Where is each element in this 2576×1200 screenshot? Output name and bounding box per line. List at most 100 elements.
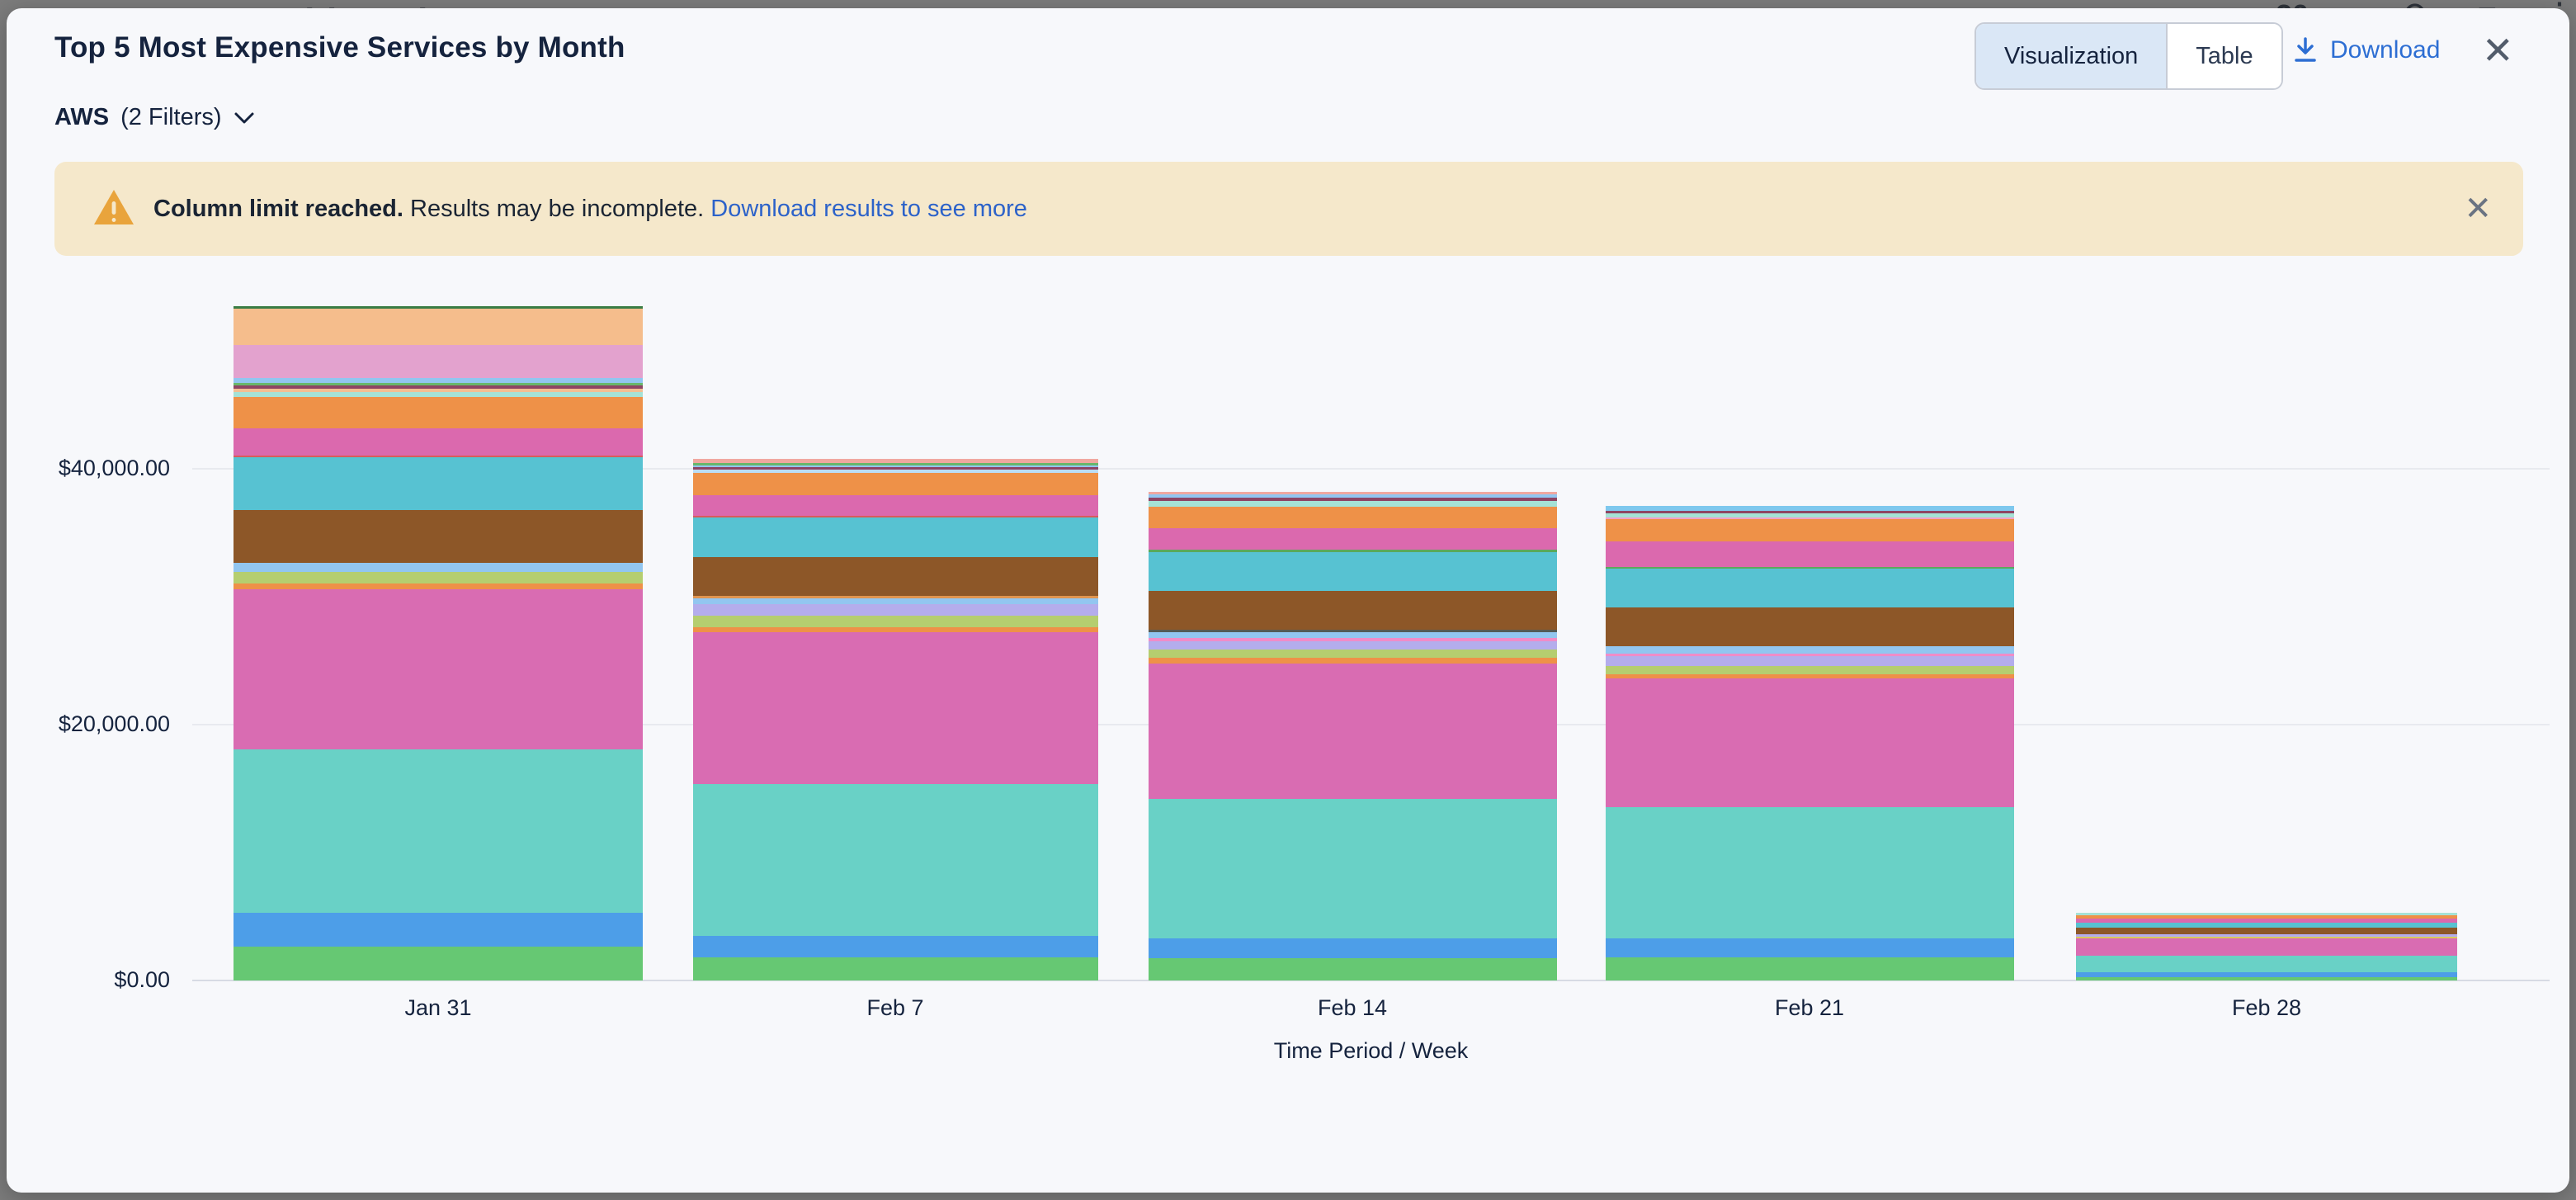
warning-banner: Column limit reached. Results may be inc… <box>54 162 2523 256</box>
bar-segment[interactable] <box>692 467 1098 470</box>
bar-segment[interactable] <box>692 631 1098 784</box>
bar-segment[interactable] <box>2076 915 2457 919</box>
bar-segment[interactable] <box>1605 506 2014 512</box>
bar-segment[interactable] <box>1148 591 1557 631</box>
bar-segment[interactable] <box>692 783 1098 936</box>
bar-segment[interactable] <box>692 470 1098 474</box>
bar-segment[interactable] <box>2076 919 2457 924</box>
bar-segment[interactable] <box>1148 938 1557 959</box>
bar-segment[interactable] <box>234 396 643 428</box>
bar-segment[interactable] <box>692 604 1098 616</box>
bar-segment[interactable] <box>1605 678 2014 807</box>
bar-segment[interactable] <box>1605 511 2014 514</box>
bar-segment[interactable] <box>234 563 643 573</box>
tab-table[interactable]: Table <box>2168 24 2281 88</box>
bar-segment[interactable] <box>1605 517 2014 520</box>
bar-segment[interactable] <box>2076 928 2457 935</box>
bar-segment[interactable] <box>1605 666 2014 675</box>
download-button[interactable]: Download <box>2292 36 2440 64</box>
bar-segment[interactable] <box>1148 632 1557 638</box>
bar-segment[interactable] <box>1148 550 1557 553</box>
bar-segment[interactable] <box>1605 806 2014 938</box>
bar-segment[interactable] <box>692 935 1098 957</box>
bar-feb-7[interactable] <box>692 459 1098 980</box>
bar-segment[interactable] <box>234 391 643 397</box>
bar-segment[interactable] <box>234 572 643 584</box>
bar-segment[interactable] <box>692 517 1098 558</box>
bar-segment[interactable] <box>234 589 643 750</box>
bar-segment[interactable] <box>2076 923 2457 928</box>
bar-segment[interactable] <box>1605 646 2014 654</box>
bar-segment[interactable] <box>1605 541 2014 568</box>
bar-segment[interactable] <box>1605 569 2014 608</box>
bar-segment[interactable] <box>692 516 1098 518</box>
bar-segment[interactable] <box>1148 507 1557 529</box>
bar-segment[interactable] <box>1148 650 1557 659</box>
bar-jan-31[interactable] <box>234 305 643 980</box>
bar-segment[interactable] <box>692 557 1098 597</box>
bar-segment[interactable] <box>234 305 643 309</box>
bar-segment[interactable] <box>234 377 643 383</box>
bar-segment[interactable] <box>1605 674 2014 679</box>
bar-segment[interactable] <box>1148 630 1557 632</box>
bar-segment[interactable] <box>1148 528 1557 550</box>
bar-segment[interactable] <box>1605 656 2014 667</box>
bar-segment[interactable] <box>692 495 1098 517</box>
bar-segment[interactable] <box>1148 494 1557 498</box>
bar-segment[interactable] <box>234 385 643 389</box>
bar-segment[interactable] <box>2076 955 2457 972</box>
bar-segment[interactable] <box>692 626 1098 632</box>
close-icon[interactable]: ✕ <box>2482 29 2514 72</box>
bar-segment[interactable] <box>1605 654 2014 657</box>
bar-segment[interactable] <box>1148 498 1557 502</box>
bar-segment[interactable] <box>692 596 1098 599</box>
bar-segment[interactable] <box>234 455 643 458</box>
bar-segment[interactable] <box>692 459 1098 464</box>
bar-segment[interactable] <box>1605 938 2014 957</box>
bar-feb-28[interactable] <box>2076 913 2457 980</box>
bar-segment[interactable] <box>234 913 643 947</box>
bar-segment[interactable] <box>234 344 643 378</box>
bar-segment[interactable] <box>234 382 643 385</box>
bar-segment[interactable] <box>1148 501 1557 508</box>
bar-segment[interactable] <box>234 428 643 456</box>
bar-segment[interactable] <box>1148 958 1557 980</box>
bar-segment[interactable] <box>1148 664 1557 800</box>
bar-segment[interactable] <box>234 510 643 564</box>
bar-segment[interactable] <box>1148 799 1557 938</box>
bar-segment[interactable] <box>234 457 643 511</box>
bar-segment[interactable] <box>2076 976 2457 980</box>
filter-dropdown[interactable]: AWS (2 Filters) <box>54 104 255 131</box>
bar-segment[interactable] <box>692 615 1098 627</box>
bar-segment[interactable] <box>234 947 643 980</box>
bar-segment[interactable] <box>692 473 1098 496</box>
bar-segment[interactable] <box>2076 971 2457 977</box>
bar-segment[interactable] <box>1148 492 1557 495</box>
bar-segment[interactable] <box>692 465 1098 468</box>
bar-feb-14[interactable] <box>1148 492 1557 980</box>
banner-download-link[interactable]: Download results to see more <box>710 195 1027 222</box>
bar-segment[interactable] <box>692 957 1098 980</box>
bar-feb-21[interactable] <box>1605 506 2014 980</box>
bar-segment[interactable] <box>2076 937 2457 939</box>
bar-segment[interactable] <box>1605 957 2014 980</box>
bar-segment[interactable] <box>234 749 643 914</box>
bar-segment[interactable] <box>1605 513 2014 518</box>
bar-segment[interactable] <box>692 598 1098 605</box>
bar-segment[interactable] <box>1605 519 2014 542</box>
bar-segment[interactable] <box>2076 913 2457 916</box>
bar-segment[interactable] <box>1148 552 1557 592</box>
bar-segment[interactable] <box>234 308 643 345</box>
bar-segment[interactable] <box>1148 640 1557 650</box>
banner-close-icon[interactable]: ✕ <box>2464 191 2492 227</box>
bar-segment[interactable] <box>234 583 643 590</box>
bar-segment[interactable] <box>1605 567 2014 569</box>
bar-segment[interactable] <box>1148 637 1557 641</box>
tab-visualization[interactable]: Visualization <box>1976 24 2168 88</box>
bar-segment[interactable] <box>692 463 1098 466</box>
bar-segment[interactable] <box>234 388 643 392</box>
bar-segment[interactable] <box>2076 938 2457 956</box>
bar-segment[interactable] <box>1148 658 1557 664</box>
bar-segment[interactable] <box>2076 934 2457 938</box>
bar-segment[interactable] <box>1605 607 2014 647</box>
